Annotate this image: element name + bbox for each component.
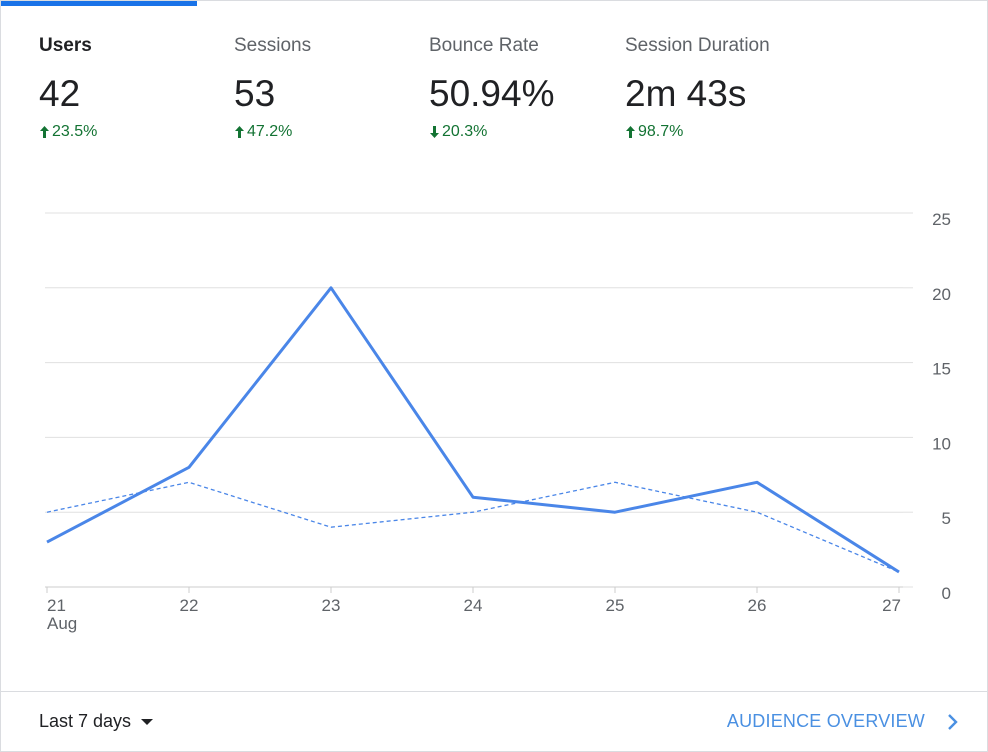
metric-change: 47.2%	[234, 123, 292, 141]
x-tick-label: 27	[882, 596, 901, 615]
arrow-down-icon	[430, 126, 439, 138]
date-range-label: Last 7 days	[39, 711, 132, 731]
metric-label: Sessions	[234, 35, 312, 56]
metric-tab-bounce-rate[interactable]: Bounce Rate 50.94% 20.3%	[429, 1, 619, 151]
arrow-up-icon	[40, 126, 49, 138]
arrow-up-icon	[235, 126, 244, 138]
audience-overview-label: AUDIENCE OVERVIEW	[726, 711, 925, 731]
metric-value: 53	[234, 73, 276, 114]
metric-label: Bounce Rate	[429, 35, 539, 56]
y-tick-label: 25	[932, 210, 951, 229]
y-tick-label: 5	[942, 509, 951, 528]
active-tab-indicator	[1, 1, 197, 6]
series-line-current	[46, 286, 900, 574]
metric-change-value: 20.3%	[442, 123, 488, 140]
x-tick-label: 21	[47, 596, 66, 615]
metric-change-value: 23.5%	[52, 123, 98, 140]
x-tick-label: 25	[606, 596, 625, 615]
metric-tab-session-duration[interactable]: Session Duration 2m 43s 98.7%	[625, 1, 865, 151]
users-line-chart: 0 5 10 15 20 25 21 22 23 24 25 26 27 Aug	[45, 210, 951, 633]
metric-value: 50.94%	[429, 73, 555, 114]
y-tick-label: 10	[932, 434, 951, 453]
metric-tab-sessions[interactable]: Sessions 53 47.2%	[234, 1, 424, 151]
series-line-previous	[46, 481, 900, 573]
metric-tab-users[interactable]: Users 42 23.5%	[39, 1, 229, 151]
y-tick-label: 15	[932, 360, 951, 379]
x-tick-label: 23	[322, 596, 341, 615]
chevron-right-icon	[948, 713, 958, 730]
x-tick-label: 26	[748, 596, 767, 615]
metric-change-value: 98.7%	[638, 123, 684, 140]
y-tick-label: 20	[932, 285, 951, 304]
metric-label: Session Duration	[625, 35, 770, 56]
metric-value: 42	[39, 73, 81, 114]
metric-value: 2m 43s	[625, 73, 747, 114]
x-month-label: Aug	[47, 614, 77, 633]
metric-change: 98.7%	[625, 123, 683, 141]
metric-change: 20.3%	[429, 123, 487, 141]
arrow-up-icon	[626, 126, 635, 138]
metric-change: 23.5%	[39, 123, 97, 141]
x-tick-label: 22	[180, 596, 199, 615]
y-tick-label: 0	[942, 584, 951, 603]
caret-down-icon	[141, 718, 154, 725]
x-tick-label: 24	[464, 596, 483, 615]
metric-change-value: 47.2%	[247, 123, 293, 140]
date-range-dropdown[interactable]: Last 7 days	[39, 711, 154, 732]
metric-label: Users	[39, 35, 92, 56]
audience-overview-link[interactable]: AUDIENCE OVERVIEW	[727, 711, 959, 732]
footer-divider	[1, 691, 987, 692]
